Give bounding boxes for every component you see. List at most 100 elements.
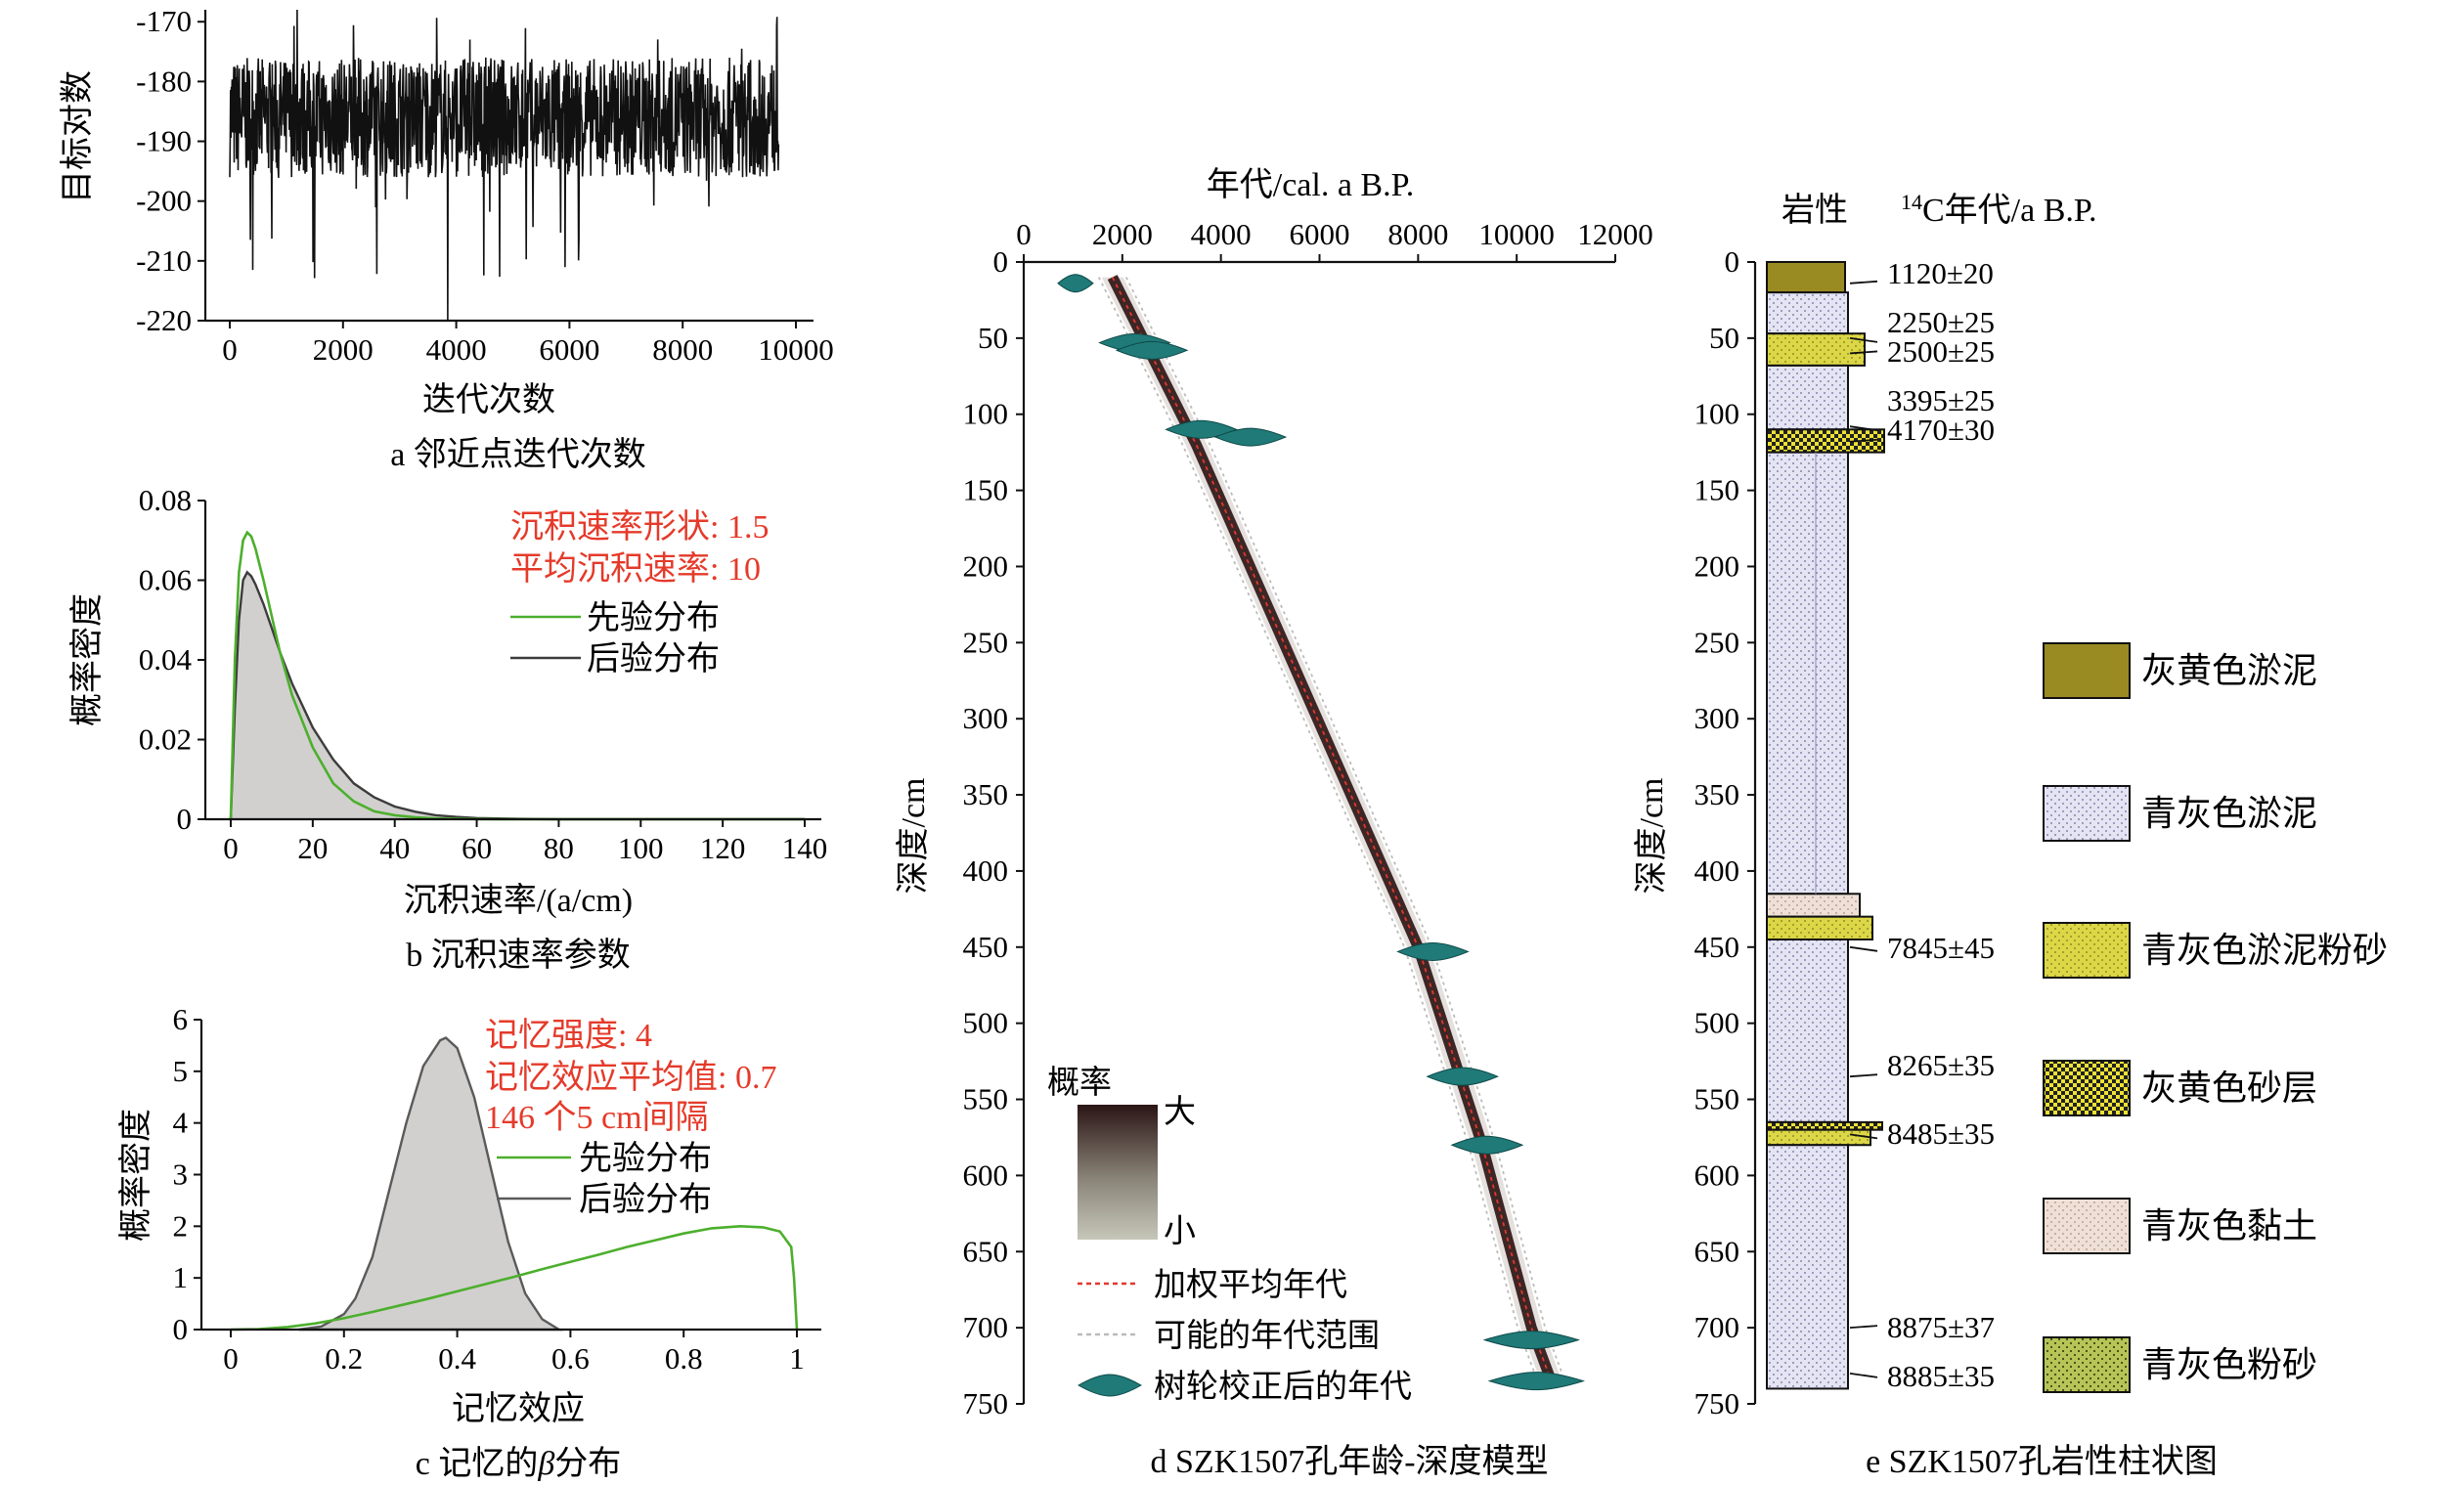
x-axis-label: 沉积速率/(a/cm) — [404, 882, 633, 919]
y-tick-label: 600 — [963, 1157, 1009, 1192]
y-tick-label: 600 — [1694, 1157, 1740, 1192]
y-tick-label: -220 — [136, 303, 192, 337]
prior-line — [230, 1224, 799, 1332]
legend-swatch-yellow — [2043, 922, 2131, 979]
dated-age-marker — [1213, 427, 1288, 447]
y-tick-label: 550 — [963, 1082, 1009, 1116]
y-tick-label: 250 — [963, 625, 1009, 659]
x-tick-label: 0 — [223, 831, 239, 865]
age-label: 8885±35 — [1887, 1359, 1995, 1393]
legend-label: 青灰色淤泥 — [2141, 794, 2317, 833]
y-tick-label: -170 — [136, 4, 192, 38]
legend-dated-label: 树轮校正后的年代 — [1154, 1369, 1412, 1405]
y-tick-label: 50 — [1709, 321, 1739, 355]
legend-prior-label: 先验分布 — [587, 599, 720, 636]
legend-mean-label: 加权平均年代 — [1154, 1267, 1347, 1303]
age-leader-line — [1849, 1372, 1878, 1378]
age-leader-line — [1849, 1073, 1878, 1078]
x-tick-label: 140 — [782, 831, 828, 865]
x-tick-label: 10000 — [1478, 217, 1555, 251]
age-column-title: 14C年代/a B.P. — [1901, 190, 2097, 229]
y-tick-label: 4 — [173, 1106, 189, 1140]
range-lower-line — [1097, 277, 1539, 1381]
dated-age-marker — [1482, 1331, 1580, 1350]
age-leader-line — [1849, 1325, 1878, 1330]
caption-prefix: c 记忆的 — [416, 1445, 539, 1482]
age-leader-line — [1849, 280, 1878, 284]
y-tick-label: 100 — [1694, 397, 1740, 431]
y-tick-label: 150 — [963, 473, 1009, 507]
y-tick-label: 0 — [1725, 244, 1740, 279]
annotation-intervals: 146 个5 cm间隔 — [485, 1100, 709, 1136]
y-tick-label: 2 — [173, 1208, 189, 1243]
annotation-shape: 沉积速率形状: 1.5 — [510, 508, 769, 546]
age-title-text: C年代/a B.P. — [1922, 192, 2097, 229]
lithology-layer — [1766, 451, 1849, 895]
y-tick-label: 550 — [1694, 1082, 1740, 1116]
y-tick-label: 0.02 — [139, 722, 192, 757]
age-label: 4170±30 — [1887, 413, 1995, 447]
x-tick-label: 10000 — [758, 332, 834, 367]
age-leader-line — [1849, 1133, 1878, 1140]
legend-label: 青灰色黏土 — [2141, 1206, 2317, 1245]
legend-swatch-lavender — [2043, 785, 2131, 842]
lithology-layer — [1766, 1120, 1883, 1131]
y-tick-label: 300 — [1694, 701, 1740, 735]
x-tick-label: 40 — [379, 831, 410, 865]
legend-swatch-silt — [2043, 1336, 2131, 1393]
y-tick-label: 450 — [963, 930, 1009, 964]
legend-swatch-checker — [2043, 1060, 2131, 1116]
y-tick-label: 500 — [963, 1006, 1009, 1040]
x-tick-label: 0.6 — [551, 1341, 590, 1376]
age-label: 3395±25 — [1887, 383, 1995, 417]
y-tick-label: 400 — [1694, 853, 1740, 888]
legend-label: 青灰色淤泥粉砂 — [2141, 931, 2388, 970]
x-tick-label: 0 — [222, 332, 238, 367]
x-tick-label: 6000 — [1290, 217, 1350, 251]
x-tick-label: 0.8 — [665, 1341, 703, 1376]
y-tick-label: 650 — [963, 1234, 1009, 1268]
y-tick-label: 0 — [993, 244, 1009, 279]
y-tick-label: -190 — [136, 124, 192, 158]
y-tick-label: 1 — [173, 1260, 189, 1294]
lithology-layer — [1766, 893, 1861, 918]
age-leader-line — [1849, 438, 1878, 443]
age-label: 2500±25 — [1887, 334, 1995, 369]
caption: d SZK1507孔年龄-深度模型 — [1150, 1443, 1548, 1480]
y-tick-label: 700 — [1694, 1310, 1740, 1344]
prob-low-label: 小 — [1164, 1214, 1196, 1249]
lithology-layer — [1766, 291, 1849, 335]
y-tick-label: 50 — [978, 321, 1008, 355]
x-axis-label: 年代/cal. a B.P. — [1207, 166, 1414, 203]
y-tick-label: 750 — [963, 1386, 1009, 1420]
y-tick-label: 200 — [1694, 548, 1740, 583]
panel-b: 0 20 40 60 80 100 120 140 0 0.02 0.04 0.06 0.08 沉积速率形… — [68, 483, 827, 974]
y-tick-label: 200 — [963, 548, 1009, 583]
caption-beta: β — [537, 1446, 554, 1482]
legend-range-label: 可能的年代范围 — [1154, 1318, 1380, 1354]
lithology-layer — [1766, 261, 1846, 294]
dated-age-marker — [1487, 1372, 1586, 1391]
age-leader-line — [1849, 425, 1878, 432]
y-axis-label: 概率密度 — [68, 593, 106, 726]
caption-suffix: 分布 — [554, 1445, 621, 1482]
y-tick-label: 0.08 — [139, 483, 192, 517]
y-tick-label: 350 — [1694, 777, 1740, 811]
legend-swatch-olive — [2043, 642, 2131, 699]
age-label: 8875±37 — [1887, 1310, 1995, 1344]
x-tick-label: 4000 — [1191, 217, 1252, 251]
y-axis-label: 概率密度 — [117, 1109, 154, 1242]
annotation-mean: 平均沉积速率: 10 — [510, 550, 761, 588]
y-tick-label: 300 — [963, 701, 1009, 735]
lithology-layer — [1766, 939, 1849, 1123]
caption: e SZK1507孔岩性柱状图 — [1866, 1443, 2218, 1480]
range-upper-line — [1124, 277, 1566, 1381]
y-tick-label: 350 — [963, 777, 1009, 811]
x-tick-label: 2000 — [313, 332, 374, 367]
age-leader-line — [1849, 945, 1878, 952]
lithology-layer — [1766, 1128, 1871, 1147]
prob-gradient-bar — [1078, 1105, 1158, 1240]
x-tick-label: 8000 — [652, 332, 713, 367]
y-tick-label: 0.04 — [139, 642, 193, 677]
